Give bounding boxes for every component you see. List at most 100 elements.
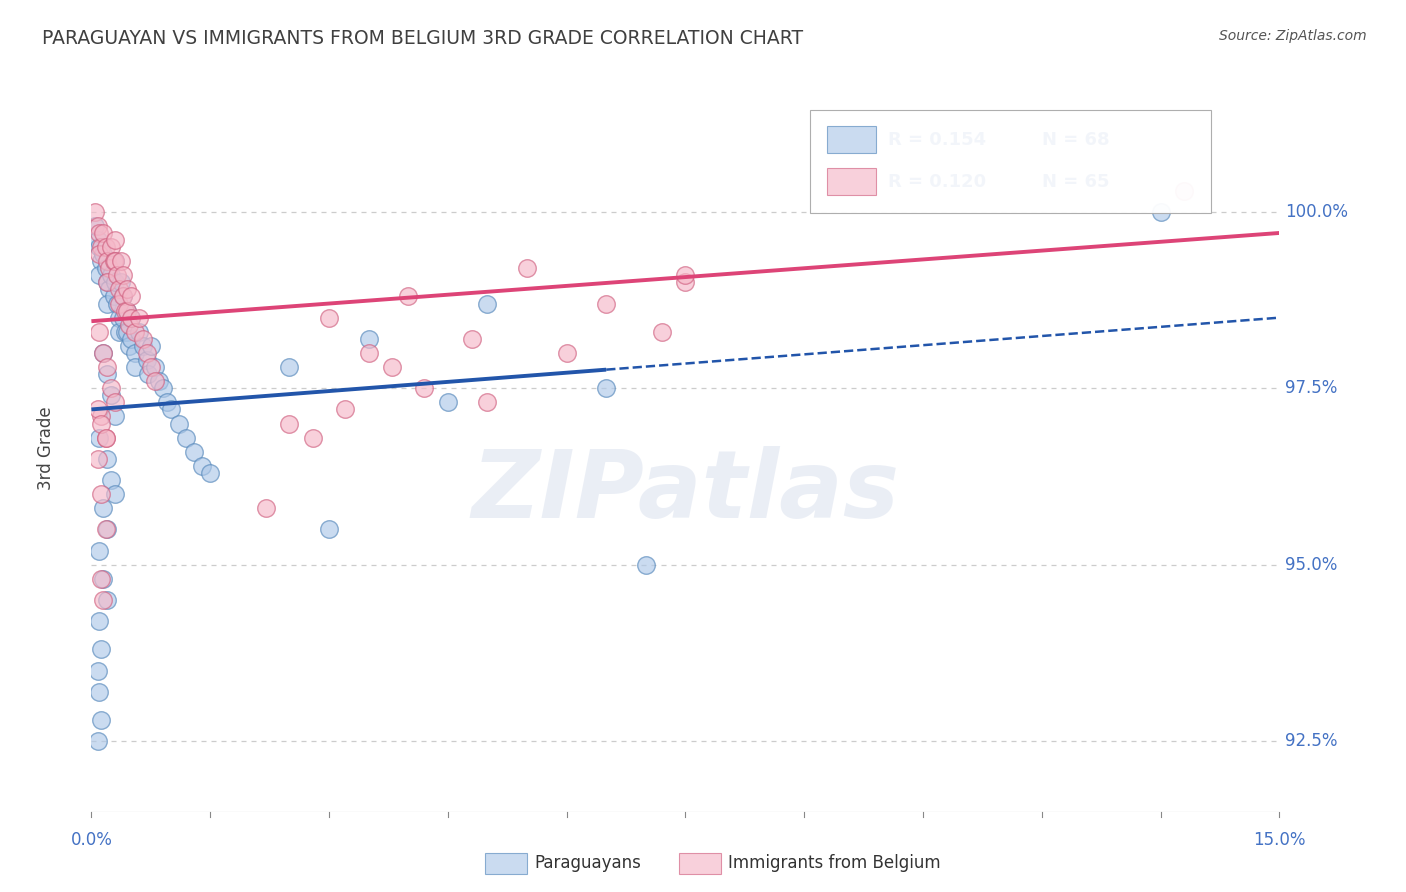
- Point: [94, 522, 117, 536]
- Point: [104, 409, 127, 424]
- Point: [148, 374, 170, 388]
- Point: [112, 289, 135, 303]
- Point: [100, 268, 122, 283]
- Point: [104, 254, 127, 268]
- Point: [91, 572, 114, 586]
- Point: [96, 296, 118, 310]
- Point: [413, 381, 436, 395]
- Point: [673, 268, 696, 283]
- Point: [183, 444, 205, 458]
- Point: [90, 417, 112, 431]
- Point: [634, 558, 657, 572]
- Point: [87, 219, 110, 233]
- Text: 15.0%: 15.0%: [1253, 831, 1306, 849]
- Point: [89, 226, 111, 240]
- Point: [114, 303, 136, 318]
- Point: [176, 431, 198, 445]
- Point: [118, 318, 141, 332]
- Text: ZIPatlas: ZIPatlas: [471, 446, 900, 538]
- Point: [516, 261, 538, 276]
- Point: [115, 303, 138, 318]
- Point: [89, 325, 111, 339]
- Point: [89, 684, 111, 698]
- Point: [191, 458, 214, 473]
- Point: [460, 332, 482, 346]
- Point: [97, 261, 120, 276]
- Point: [396, 289, 419, 303]
- Point: [100, 473, 122, 487]
- Point: [139, 339, 162, 353]
- Point: [96, 367, 118, 381]
- Point: [89, 247, 111, 261]
- Point: [108, 282, 131, 296]
- Point: [97, 282, 120, 296]
- Point: [477, 296, 499, 310]
- Text: N = 65: N = 65: [1042, 172, 1109, 191]
- Point: [436, 395, 458, 409]
- Point: [673, 276, 696, 290]
- Text: R = 0.154: R = 0.154: [887, 130, 986, 149]
- Point: [105, 296, 128, 310]
- Point: [96, 254, 118, 268]
- Point: [108, 310, 131, 325]
- Point: [96, 360, 118, 375]
- Point: [595, 381, 617, 395]
- Point: [90, 240, 112, 254]
- Point: [90, 487, 112, 501]
- Point: [110, 254, 132, 268]
- Point: [87, 734, 110, 748]
- Point: [128, 310, 150, 325]
- Point: [278, 360, 301, 375]
- Point: [477, 395, 499, 409]
- Point: [124, 346, 146, 360]
- Point: [96, 276, 118, 290]
- Point: [103, 289, 125, 303]
- Point: [139, 360, 162, 375]
- Point: [128, 325, 150, 339]
- Point: [87, 451, 110, 466]
- Point: [104, 395, 127, 409]
- Point: [100, 240, 122, 254]
- Point: [100, 381, 122, 395]
- Point: [112, 268, 135, 283]
- Point: [104, 487, 127, 501]
- Point: [278, 417, 301, 431]
- Point: [143, 374, 166, 388]
- Point: [94, 261, 117, 276]
- Point: [94, 240, 117, 254]
- Point: [120, 310, 142, 325]
- Point: [152, 381, 174, 395]
- Point: [120, 332, 142, 346]
- Point: [87, 402, 110, 417]
- Text: 100.0%: 100.0%: [1285, 202, 1348, 221]
- Point: [651, 325, 673, 339]
- Point: [124, 325, 146, 339]
- Point: [381, 360, 404, 375]
- Point: [115, 325, 138, 339]
- Point: [167, 417, 190, 431]
- Point: [318, 310, 340, 325]
- Text: PARAGUAYAN VS IMMIGRANTS FROM BELGIUM 3RD GRADE CORRELATION CHART: PARAGUAYAN VS IMMIGRANTS FROM BELGIUM 3R…: [42, 29, 803, 47]
- Text: Immigrants from Belgium: Immigrants from Belgium: [728, 855, 941, 872]
- Point: [132, 332, 155, 346]
- Point: [94, 431, 117, 445]
- Text: 3rd Grade: 3rd Grade: [37, 407, 55, 490]
- Point: [91, 346, 114, 360]
- Point: [198, 466, 221, 480]
- Point: [105, 268, 128, 283]
- Point: [357, 346, 380, 360]
- Point: [104, 276, 127, 290]
- Point: [143, 360, 166, 375]
- Point: [96, 593, 118, 607]
- Point: [91, 593, 114, 607]
- Point: [94, 431, 117, 445]
- Text: 0.0%: 0.0%: [70, 831, 112, 849]
- Point: [89, 614, 111, 628]
- Text: Paraguayans: Paraguayans: [534, 855, 641, 872]
- Text: R = 0.120: R = 0.120: [887, 172, 986, 191]
- Point: [112, 289, 135, 303]
- Point: [89, 240, 111, 254]
- Point: [87, 233, 110, 247]
- Point: [135, 353, 157, 368]
- Point: [318, 522, 340, 536]
